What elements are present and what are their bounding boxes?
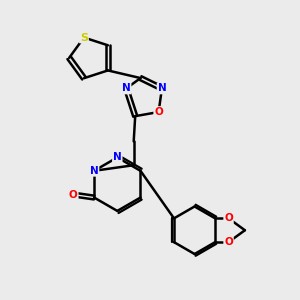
Text: N: N [158, 83, 166, 94]
Text: N: N [122, 83, 130, 94]
Text: N: N [113, 152, 122, 162]
Text: O: O [154, 107, 163, 117]
Text: O: O [224, 237, 233, 247]
Text: O: O [224, 213, 233, 224]
Text: O: O [69, 190, 78, 200]
Text: S: S [80, 32, 88, 43]
Text: N: N [90, 166, 98, 176]
